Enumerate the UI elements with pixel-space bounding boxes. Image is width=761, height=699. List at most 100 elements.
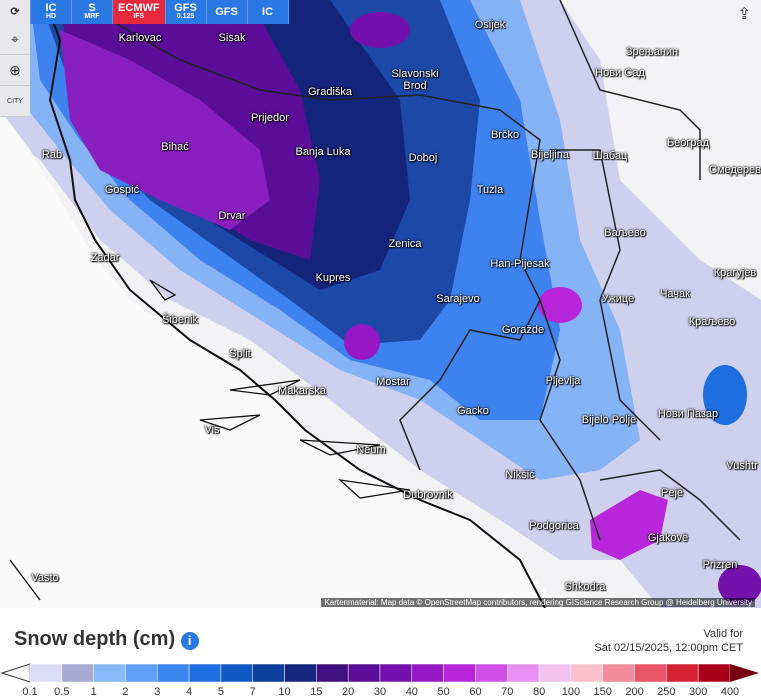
city-label: Goražde: [501, 324, 545, 336]
city-label: Ваљево: [604, 227, 646, 239]
map[interactable]: Karlovac Sisak Osijek Зрењанин Slavonski Bro…: [0, 0, 761, 608]
legend-swatch: [29, 663, 63, 683]
legend-swatch: [316, 663, 349, 683]
city-label: Shkodra: [564, 581, 606, 593]
city-label: Neum: [356, 444, 386, 456]
city-label: Bijeljina: [531, 149, 569, 161]
legend-swatch: [379, 663, 413, 683]
legend-swatch: [570, 663, 603, 683]
city-label: Зрењанин: [625, 46, 679, 58]
city-label: Vasto: [31, 572, 59, 584]
city-label: Han-Pijesak: [490, 258, 550, 270]
legend-swatch: [252, 663, 285, 683]
city-label: Ужице: [601, 293, 635, 305]
legend-swatch: [507, 663, 540, 683]
model-button[interactable]: GFS: [206, 0, 248, 24]
legend-swatch: [602, 663, 635, 683]
city-label: Београд: [666, 137, 710, 149]
legend-label: 100: [561, 686, 581, 698]
legend-label: 30: [373, 686, 387, 698]
legend-arrow: [0, 663, 31, 683]
city-label: Bihać: [161, 141, 189, 153]
info-icon[interactable]: i: [180, 632, 199, 650]
legend-swatch: [93, 663, 126, 683]
location-button[interactable]: ⌖: [0, 24, 30, 55]
legend-label: 60: [469, 686, 482, 698]
city-label: Banja Luka: [295, 146, 351, 158]
legend-swatch: [666, 663, 699, 683]
city-label: Смедерев: [709, 164, 761, 176]
city-label: Rab: [41, 149, 63, 161]
legend-swatch: [220, 663, 253, 683]
legend-label: 2: [122, 686, 129, 698]
city-label: Краљево: [688, 316, 736, 328]
legend-label: 400: [720, 686, 740, 698]
city-label: Pejë: [660, 487, 684, 499]
zoom-button[interactable]: ⊕: [0, 55, 30, 86]
city-label: Gacko: [457, 405, 489, 417]
city-label: Mostar: [376, 376, 410, 388]
valid-date: Sat 02/15/2025, 12:00pm CET: [594, 642, 743, 654]
valid-for: Valid for: [703, 628, 743, 640]
legend-swatch: [61, 663, 94, 683]
legend-label: 15: [310, 686, 323, 698]
city-label: Podgorica: [529, 520, 579, 532]
city-label: Šibenik: [161, 314, 199, 326]
legend-label: 150: [593, 686, 612, 698]
city-label: Vis: [204, 424, 220, 436]
model-button[interactable]: GFS 0.125: [165, 0, 207, 24]
legend-swatch: [125, 663, 158, 683]
refresh-button[interactable]: ⟳: [0, 0, 31, 24]
city-label: Zadar: [90, 252, 120, 264]
title: Snow depth (cm) i: [14, 628, 199, 651]
legend-label: 5: [217, 686, 224, 698]
city-label: Slavonski Brod: [391, 68, 439, 92]
model-button[interactable]: ECMWF IFS: [113, 0, 166, 24]
legend-swatch: [284, 663, 317, 683]
legend-swatch: [475, 663, 508, 683]
city-label: Vushtr: [726, 460, 758, 472]
city-label: Doboj: [408, 152, 438, 164]
legend-arrow: [730, 664, 759, 682]
city-button[interactable]: CITY: [0, 86, 30, 117]
legend-label: 50: [437, 686, 450, 698]
toolbar: ⟳ IC HD S MRF ECMWF IFS GFS 0.125 GFS IC: [0, 0, 289, 24]
model-variant: IFS: [133, 13, 145, 20]
city-label: Gospić: [104, 184, 140, 196]
city-label: Нови Сад: [595, 67, 645, 79]
model-button[interactable]: IC HD: [31, 0, 72, 24]
model-name: IC: [45, 2, 57, 14]
legend-swatch: [411, 663, 444, 683]
model-name: IC: [262, 6, 274, 18]
side-tools: ⌖ ⊕ CITY: [0, 24, 30, 117]
legend-label: 3: [154, 686, 161, 698]
city-label: Brčko: [490, 129, 520, 141]
city-label: Шабац: [592, 150, 628, 162]
city-label: Нови Пазар: [657, 408, 719, 420]
city-label: Sisak: [218, 32, 246, 44]
model-button[interactable]: IC: [247, 0, 289, 24]
legend-label: 7: [249, 686, 256, 698]
legend-swatch: [157, 663, 190, 683]
model-name: GFS: [215, 6, 238, 18]
legend-swatch: [443, 663, 476, 683]
city-label: Dubrovnik: [403, 489, 453, 501]
city-label: Prijedor: [251, 112, 289, 124]
legend-label: 300: [688, 686, 708, 698]
city-label: Split: [229, 348, 251, 360]
city-label: Makarska: [278, 385, 326, 397]
model-variant: 0.125: [176, 13, 195, 20]
city-label: Nikšić: [505, 469, 535, 481]
legend-label: 1: [90, 686, 97, 698]
attribution: Kartenmaterial: Map data © OpenStreetMap…: [321, 598, 755, 607]
legend-label: 40: [405, 686, 418, 698]
map-shapes: [0, 0, 761, 608]
city-label: Osijek: [474, 19, 506, 31]
city-label: Zenica: [388, 238, 422, 250]
legend-label: 70: [501, 686, 514, 698]
city-label: Sarajevo: [436, 293, 480, 305]
model-button[interactable]: S MRF: [72, 0, 113, 24]
model-variant: MRF: [84, 13, 100, 20]
legend-label: 80: [532, 686, 546, 698]
share-button[interactable]: ⇪: [737, 6, 751, 23]
